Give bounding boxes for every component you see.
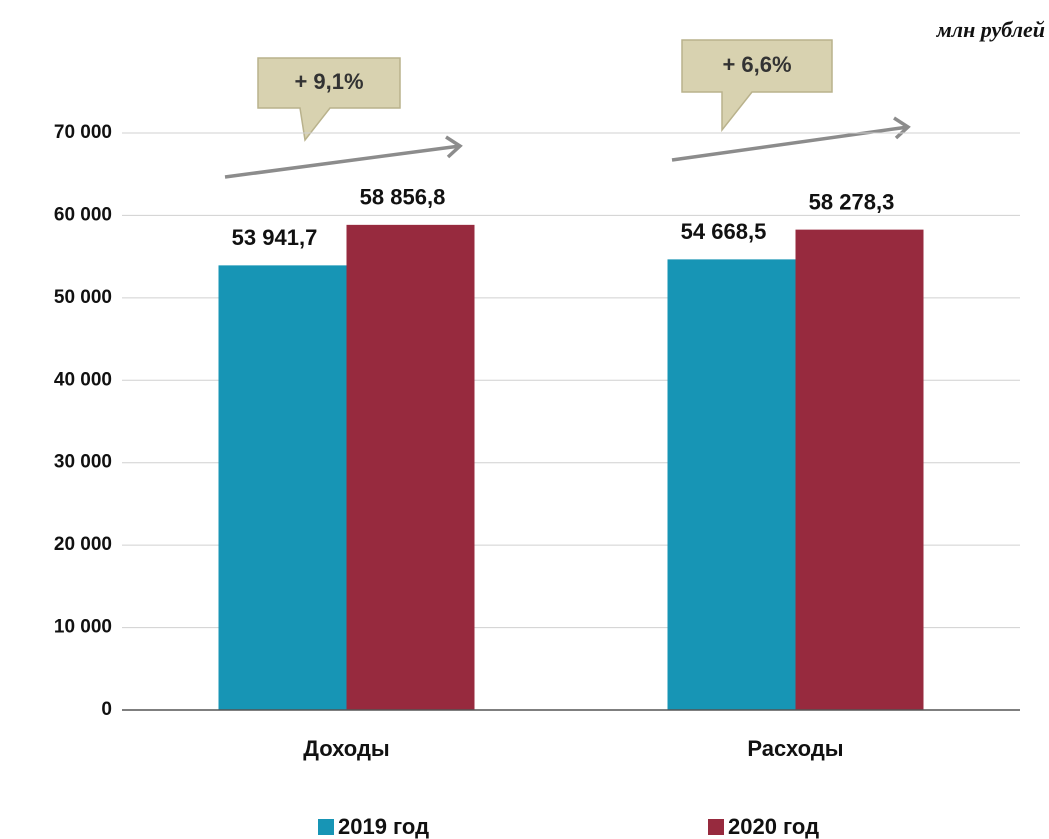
y-tick-label: 20 000 (54, 534, 112, 555)
value-label: 58 856,8 (360, 185, 446, 210)
x-tick-label: Доходы (303, 736, 389, 761)
y-tick-label: 10 000 (54, 617, 112, 638)
legend-label: 2019 год (338, 814, 429, 839)
callout (257, 57, 401, 142)
y-tick-label: 70 000 (54, 122, 112, 143)
callout (681, 39, 833, 133)
legend-label: 2020 год (728, 814, 819, 839)
value-label: 54 668,5 (681, 219, 767, 244)
bar (795, 229, 924, 710)
bar (218, 265, 347, 710)
y-tick-label: 30 000 (54, 452, 112, 473)
legend-marker (708, 819, 724, 835)
annotation: + 6,6% (722, 52, 791, 77)
legend-marker (318, 819, 334, 835)
trend-arrow (224, 116, 911, 179)
y-tick-label: 50 000 (54, 287, 112, 308)
annotation: + 9,1% (294, 69, 363, 94)
value-label: 58 278,3 (809, 189, 895, 214)
bar (346, 224, 475, 710)
x-tick-label: Расходы (747, 736, 843, 761)
y-tick-label: 0 (101, 699, 112, 720)
value-label: 53 941,7 (232, 225, 318, 250)
y-tick-label: 40 000 (54, 369, 112, 390)
y-tick-label: 60 000 (54, 204, 112, 225)
unit-label: млн рублей (936, 17, 1045, 42)
bar (667, 259, 796, 710)
